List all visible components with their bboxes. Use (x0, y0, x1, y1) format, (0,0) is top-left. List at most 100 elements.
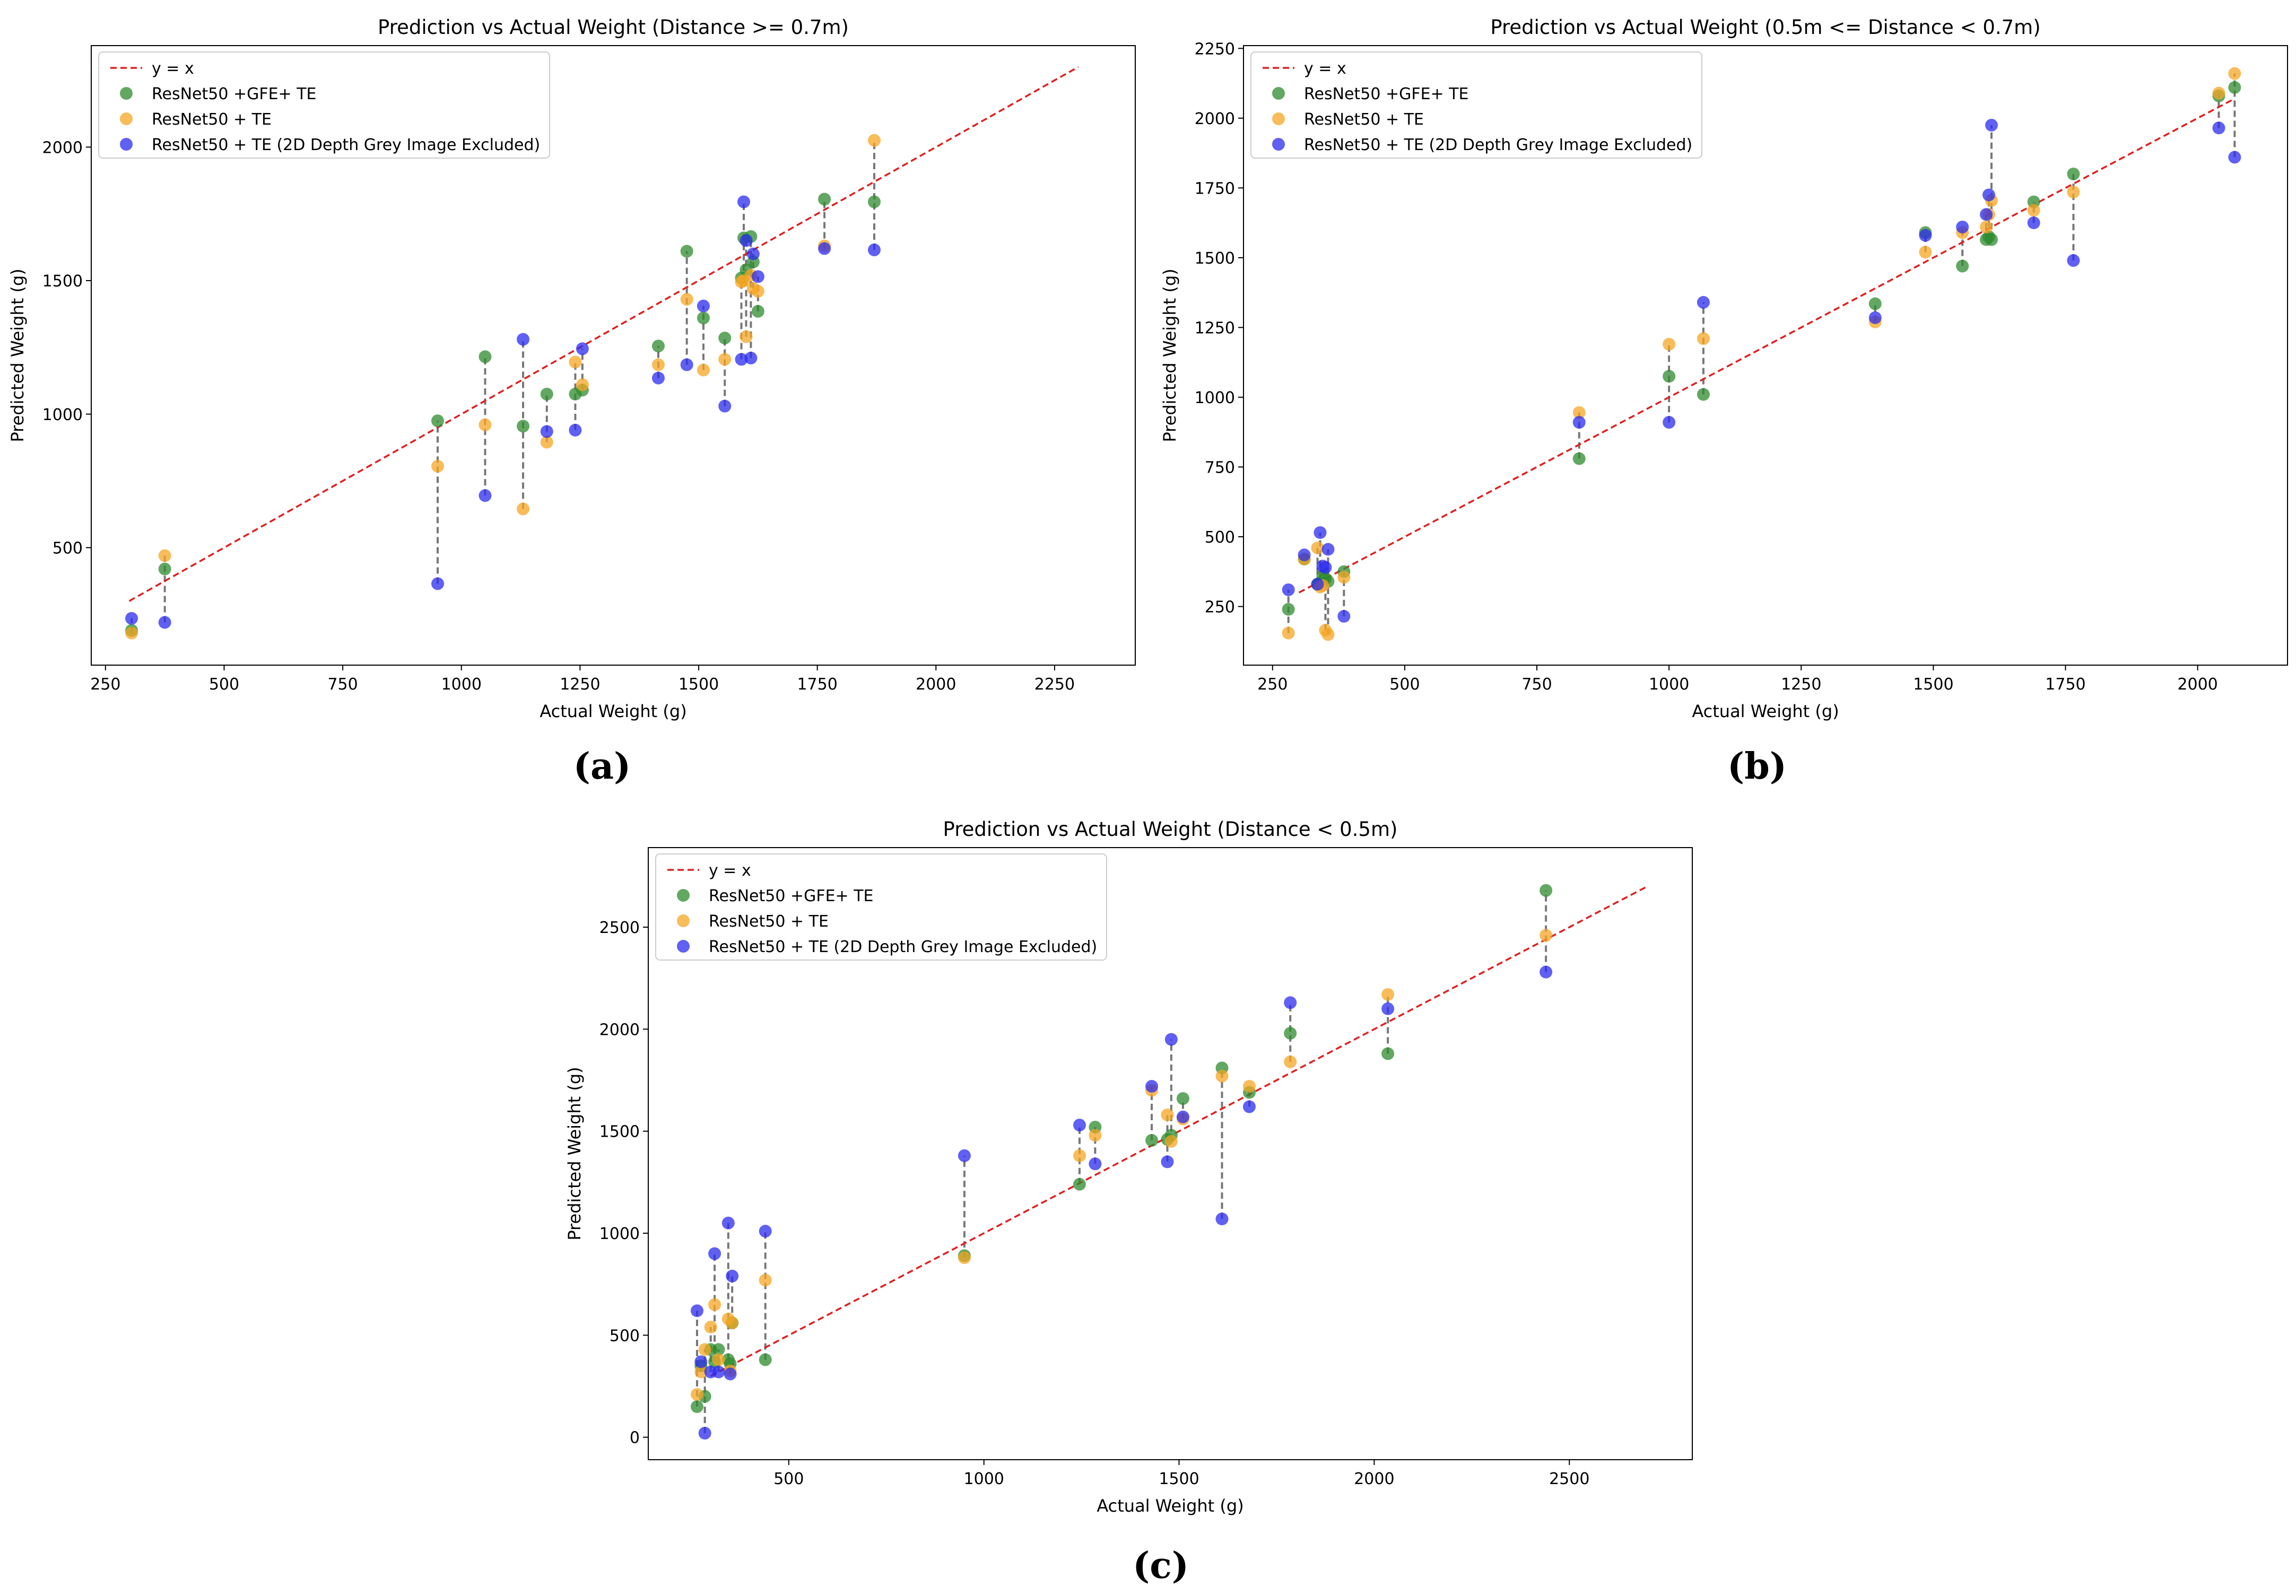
point-green (1073, 1178, 1086, 1191)
y-tick-label: 1000 (42, 406, 83, 424)
y-tick-label: 500 (610, 1327, 640, 1345)
reference-line-y-equals-x (1298, 98, 2236, 594)
point-blue (158, 616, 171, 629)
point-green (1381, 1047, 1395, 1060)
point-orange (1697, 332, 1710, 345)
legend-swatch-blue (1272, 138, 1285, 151)
y-tick-label: 2000 (42, 138, 83, 157)
point-blue (1868, 311, 1882, 324)
point-green (158, 562, 171, 575)
x-tick-label: 1250 (560, 675, 600, 694)
point-blue (479, 489, 492, 502)
point-orange (690, 1388, 703, 1401)
x-tick-label: 1250 (1781, 675, 1821, 694)
point-orange (759, 1274, 772, 1287)
point-green (712, 1343, 725, 1356)
point-orange (576, 378, 589, 391)
legend-label-blue: ResNet50 + TE (2D Depth Grey Image Exclu… (1304, 136, 1692, 154)
point-blue (694, 1355, 708, 1368)
point-blue (2027, 216, 2040, 230)
point-orange (2212, 86, 2225, 100)
x-tick-label: 2000 (2177, 675, 2217, 694)
point-orange (479, 418, 492, 431)
point-blue (697, 299, 710, 312)
y-tick-label: 2500 (599, 919, 640, 937)
point-green (2067, 168, 2080, 181)
point-green (1697, 388, 1710, 401)
point-orange (517, 502, 530, 516)
plot-frame (91, 45, 1136, 666)
point-blue (1176, 1110, 1189, 1123)
point-orange (569, 355, 582, 369)
y-tick-label: 1500 (1195, 249, 1235, 268)
point-blue (1337, 609, 1351, 623)
point-blue (651, 371, 665, 385)
point-blue (2228, 151, 2241, 164)
point-blue (718, 399, 732, 413)
y-tick-label: 1500 (599, 1123, 640, 1141)
legend-swatch-orange (120, 112, 133, 125)
legend-label-green: ResNet50 +GFE+ TE (1304, 85, 1469, 103)
point-orange (726, 1316, 739, 1330)
legend-swatch-green (1272, 87, 1285, 100)
x-tick-label: 1000 (1649, 675, 1689, 694)
point-green (718, 332, 732, 345)
chart-title: Prediction vs Actual Weight (Distance >=… (378, 16, 849, 39)
y-tick-label: 500 (1205, 528, 1235, 547)
plot-frame (1243, 45, 2288, 666)
x-tick-label: 500 (773, 1470, 804, 1488)
point-green (2228, 81, 2241, 94)
point-blue (744, 352, 758, 365)
point-orange (751, 285, 764, 298)
legend-label-blue: ResNet50 + TE (2D Depth Grey Image Exclu… (709, 938, 1097, 956)
point-orange (740, 330, 753, 343)
point-orange (704, 1320, 717, 1333)
y-tick-label: 750 (1205, 458, 1235, 477)
y-tick-label: 250 (1205, 598, 1235, 617)
point-blue (737, 195, 750, 208)
x-tick-label: 1000 (964, 1470, 1004, 1488)
point-green (759, 1353, 772, 1366)
chart-c: Prediction vs Actual Weight (Distance < … (564, 818, 1693, 1587)
point-blue (1540, 965, 1553, 979)
point-orange (1337, 571, 1351, 584)
point-orange (2067, 186, 2080, 199)
point-orange (712, 1353, 725, 1366)
point-green (1985, 233, 1998, 246)
point-blue (1956, 220, 1969, 233)
point-blue (721, 1216, 735, 1229)
point-blue (2067, 254, 2080, 267)
point-blue (1215, 1213, 1229, 1226)
point-orange (1215, 1069, 1229, 1083)
point-orange (2027, 204, 2040, 217)
legend: y = x ResNet50 +GFE+ TE ResNet50 + TE ResNe… (655, 853, 1107, 961)
y-tick-label: 1750 (1195, 179, 1235, 198)
x-axis-label: Actual Weight (g) (1097, 1496, 1243, 1516)
point-orange (1089, 1129, 1102, 1142)
legend-swatch-orange (677, 914, 690, 927)
point-green (818, 193, 831, 206)
x-axis-label: Actual Weight (g) (540, 701, 686, 721)
point-blue (726, 1269, 739, 1283)
y-axis-label: Predicted Weight (g) (7, 268, 28, 442)
point-green (690, 1400, 703, 1413)
point-blue (1319, 561, 1332, 574)
point-blue (708, 1247, 721, 1260)
point-orange (698, 1343, 711, 1356)
legend: y = x ResNet50 +GFE+ TE ResNet50 + TE ResNe… (1250, 51, 1702, 159)
chart-b: Prediction vs Actual Weight (0.5m <= Dis… (1160, 16, 2288, 788)
point-blue (751, 270, 764, 283)
point-orange (718, 353, 732, 366)
legend-label-orange: ResNet50 + TE (152, 110, 272, 129)
y-tick-label: 1000 (1195, 389, 1235, 407)
point-orange (125, 626, 138, 640)
point-blue (576, 342, 589, 355)
point-blue (698, 1426, 711, 1440)
point-blue (712, 1365, 725, 1379)
legend-box (1250, 51, 1702, 159)
point-blue (1164, 1033, 1178, 1046)
point-blue (1298, 548, 1311, 562)
point-blue (1381, 1002, 1395, 1015)
legend-box (98, 51, 550, 159)
